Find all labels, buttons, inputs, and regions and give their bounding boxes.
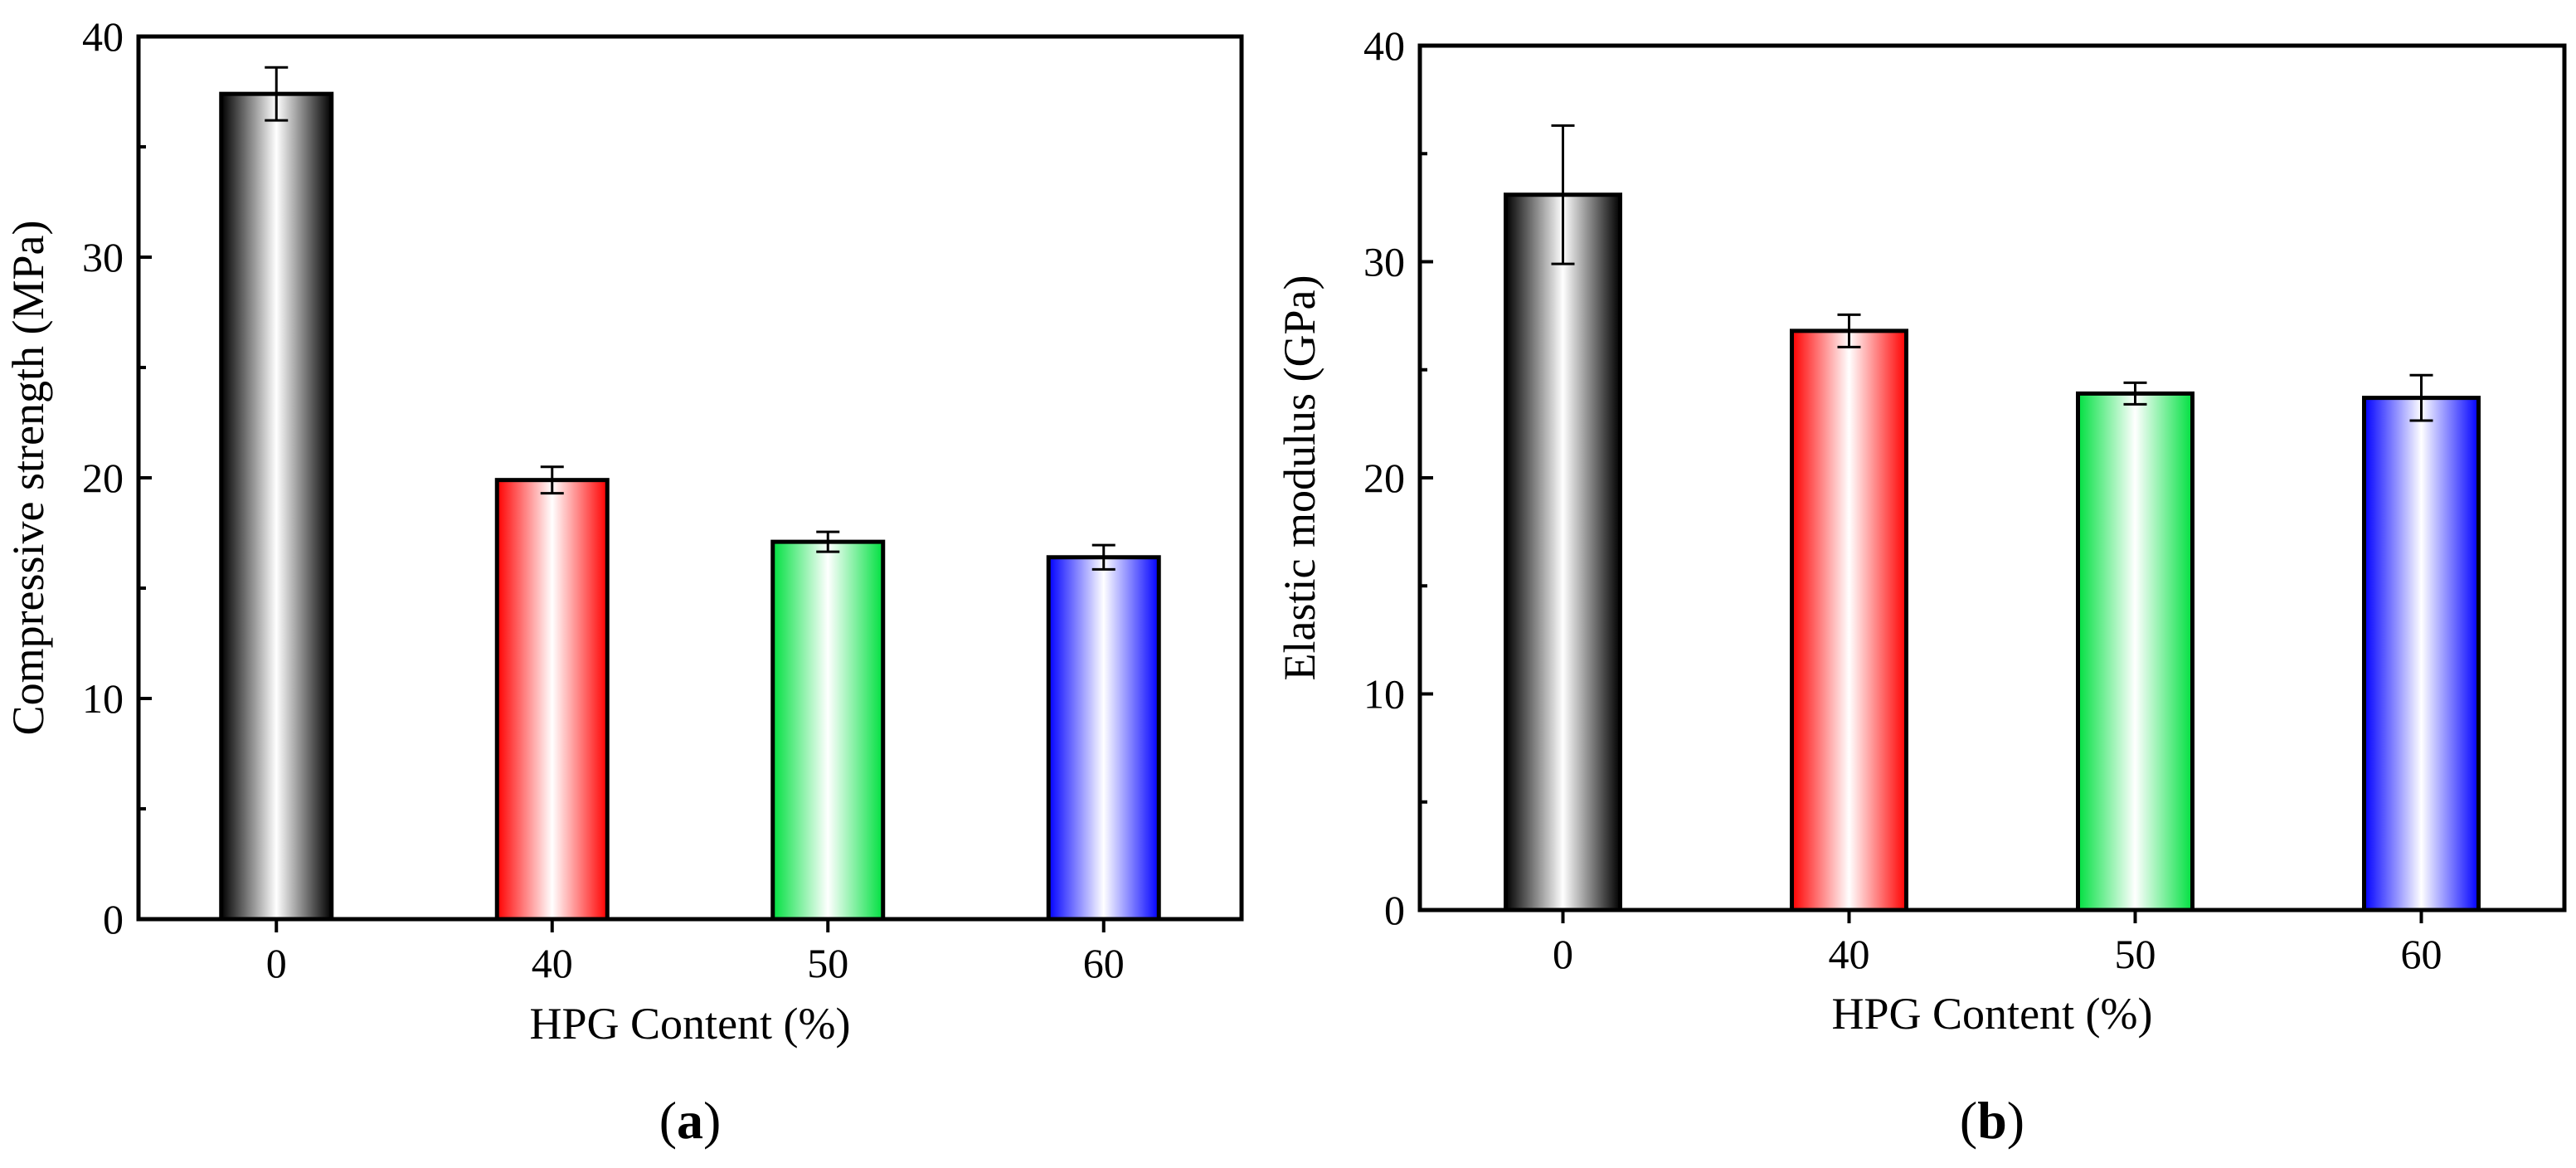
y-tick-label: 0 xyxy=(1384,887,1405,933)
bar-40 xyxy=(1790,328,1908,912)
x-axis-title: HPG Content (%) xyxy=(530,999,851,1049)
chart-panel-b: 0 10 20 30 40 0 40 50 60 HPG Content (%) Elastic m… xyxy=(1275,22,2567,1150)
panel-label-letter: a xyxy=(677,1091,703,1150)
bar-50 xyxy=(770,539,886,922)
x-tick-label: 40 xyxy=(532,940,573,986)
y-tick-label: 0 xyxy=(103,896,124,942)
panel-label-letter: b xyxy=(1977,1091,2007,1150)
y-tick-label: 30 xyxy=(82,234,124,280)
x-tick-label: 40 xyxy=(1829,931,1870,977)
y-tick-label: 10 xyxy=(1363,671,1405,718)
bar-40 xyxy=(494,478,610,922)
bar-0 xyxy=(219,91,334,922)
x-tick-label: 50 xyxy=(2115,931,2156,977)
y-tick-label: 30 xyxy=(1363,239,1405,285)
y-tick-label: 20 xyxy=(1363,455,1405,501)
panel-label-close: ) xyxy=(2007,1091,2024,1150)
y-tick-label: 40 xyxy=(1363,22,1405,69)
y-tick-label: 40 xyxy=(82,13,124,60)
y-axis-title: Elastic modulus (GPa) xyxy=(1275,275,1324,681)
y-tick-label: 10 xyxy=(82,675,124,722)
panel-label-close: ) xyxy=(703,1091,721,1150)
x-axis-title: HPG Content (%) xyxy=(1832,989,2153,1039)
panel-label-open: ( xyxy=(659,1091,677,1150)
x-tick-label: 60 xyxy=(2401,931,2442,977)
panel-label: (a) xyxy=(659,1091,722,1150)
x-tick-label: 0 xyxy=(1553,931,1573,977)
y-axis-title: Compressive strength (MPa) xyxy=(3,221,53,736)
x-tick-label: 50 xyxy=(807,940,848,986)
bar-60 xyxy=(2362,396,2481,912)
x-tick-label: 60 xyxy=(1083,940,1125,986)
bar-50 xyxy=(2076,391,2194,912)
panel-label: (b) xyxy=(1960,1091,2024,1150)
chart-panel-a: 0 10 20 30 40 0 40 50 60 HPG Content (%) Compressi… xyxy=(3,13,1244,1150)
x-tick-label: 0 xyxy=(266,940,287,986)
y-tick-label: 20 xyxy=(82,455,124,501)
panel-label-open: ( xyxy=(1960,1091,1977,1150)
bar-0 xyxy=(1504,192,1622,912)
bar-60 xyxy=(1046,555,1161,922)
